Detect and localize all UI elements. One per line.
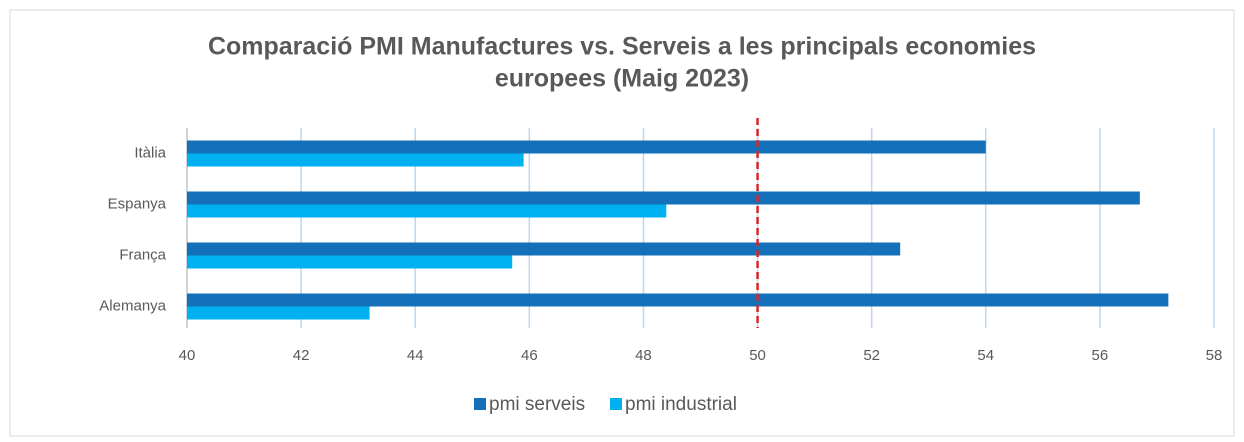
x-tick-label: 54 (977, 347, 994, 364)
x-tick-label: 52 (863, 347, 880, 364)
chart-title: Comparació PMI Manufactures vs. Serveis … (208, 33, 1036, 61)
bar (187, 242, 901, 256)
y-tick-label: Itàlia (134, 144, 166, 161)
bar (187, 191, 1140, 205)
x-tick-label: 50 (749, 347, 766, 364)
x-tick-label: 42 (293, 347, 310, 364)
x-tick-label: 58 (1206, 347, 1223, 364)
x-tick-label: 46 (521, 347, 538, 364)
x-tick-label: 56 (1092, 347, 1109, 364)
bar (187, 306, 370, 320)
x-tick-label: 48 (635, 347, 652, 364)
chart-frame (9, 9, 1235, 437)
x-tick-label: 40 (179, 347, 196, 364)
chart-title: europees (Maig 2023) (495, 65, 749, 93)
legend-swatch (474, 398, 486, 410)
bar (187, 255, 513, 269)
bar (187, 204, 667, 218)
legend-label: pmi serveis (489, 394, 585, 415)
x-tick-label: 44 (407, 347, 424, 364)
legend-label: pmi industrial (625, 394, 737, 415)
bar (187, 153, 524, 167)
bar (187, 293, 1169, 307)
legend-swatch (610, 398, 622, 410)
y-tick-label: Alemanya (99, 297, 166, 314)
bar (187, 140, 986, 154)
y-tick-label: Espanya (108, 195, 167, 212)
y-tick-label: França (119, 246, 166, 263)
